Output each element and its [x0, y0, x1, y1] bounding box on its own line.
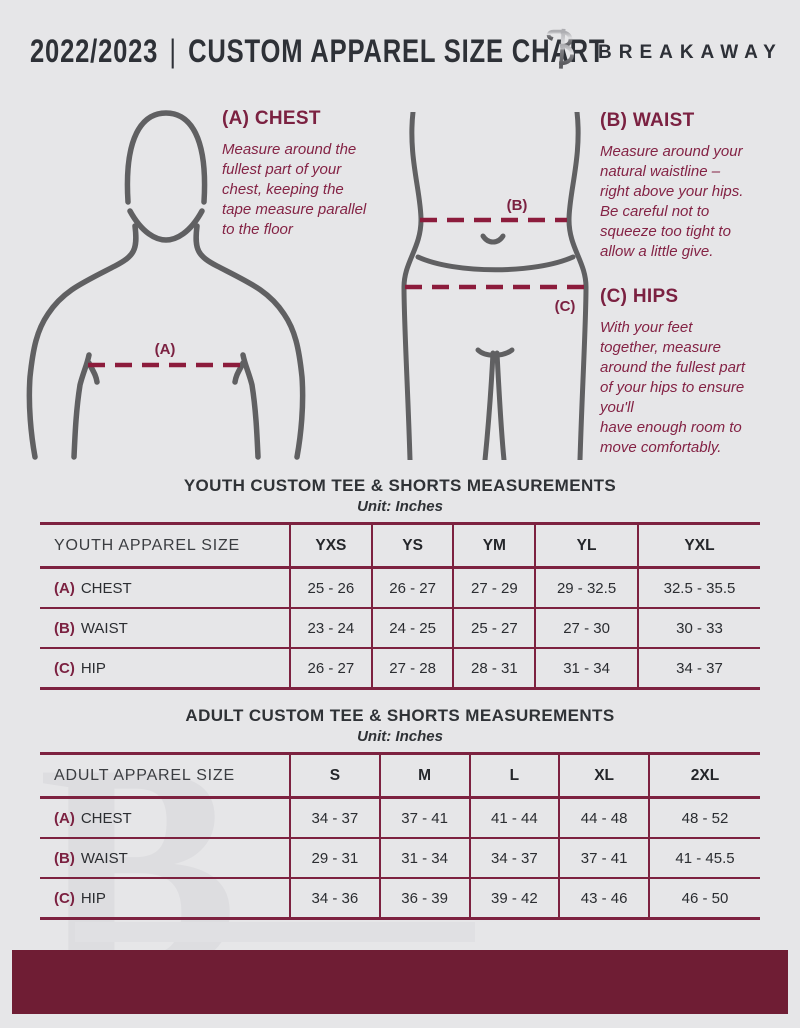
- breakaway-b-logo-icon: [541, 28, 576, 69]
- table-cell: 37 - 41: [378, 797, 470, 838]
- table-cell: 31 - 34: [534, 648, 638, 689]
- table-cell: 46 - 50: [648, 878, 760, 919]
- table-cell: 39 - 42: [468, 878, 560, 919]
- waist-marker-label: (B): [507, 197, 528, 214]
- waist-section-body: Measure around your natural waistline – …: [600, 143, 744, 260]
- size-header-yl: YL: [534, 523, 638, 568]
- table-cell: 48 - 52: [648, 797, 760, 838]
- size-header-2xl: 2XL: [648, 753, 760, 798]
- adult-table-unit: Unit: Inches: [357, 728, 443, 745]
- size-header-s: S: [289, 753, 380, 798]
- chart-title: CUSTOM APPAREL SIZE CHART: [188, 33, 606, 69]
- youth-size-table: YOUTH APPAREL SIZE YXS YS YM YL YXL (A) C…: [40, 522, 760, 690]
- row-label-hip: (C) HIP: [54, 659, 106, 677]
- row-label-waist: (B) WAIST: [54, 849, 128, 867]
- table-cell: 25 - 26: [289, 567, 372, 608]
- table-cell: 41 - 44: [468, 797, 560, 838]
- table-cell: 26 - 27: [370, 567, 454, 608]
- hips-section-body: With your feet together, measure around …: [600, 319, 746, 456]
- watermark-base-swoosh: [75, 922, 475, 942]
- adult-size-column-header: ADULT APPAREL SIZE: [54, 766, 235, 784]
- page-title: 2022/2023 | CUSTOM APPAREL SIZE CHART: [30, 33, 605, 70]
- adult-chest-row: (A) CHEST 34 - 37 37 - 41 41 - 44 44 - 48…: [40, 797, 760, 838]
- table-cell: 37 - 41: [558, 838, 649, 878]
- season-label: 2022/2023: [30, 33, 159, 69]
- size-header-l: L: [468, 753, 560, 798]
- table-cell: 30 - 33: [636, 608, 760, 648]
- youth-table-unit: Unit: Inches: [357, 498, 443, 515]
- footer-bar: [12, 950, 788, 1014]
- table-cell: 34 - 37: [468, 838, 560, 878]
- chest-section-heading: (A) CHEST: [222, 108, 321, 129]
- adult-hip-row: (C) HIP 34 - 36 36 - 39 39 - 42 43 - 46 4…: [40, 878, 760, 919]
- size-header-ys: YS: [370, 523, 454, 568]
- youth-chest-row: (A) CHEST 25 - 26 26 - 27 27 - 29 29 - 32…: [40, 567, 760, 608]
- adult-header-row: ADULT APPAREL SIZE S M L XL 2XL: [40, 753, 760, 798]
- brand-lockup: BREAKAWAY: [536, 24, 783, 76]
- adult-table-title: ADULT CUSTOM TEE & SHORTS MEASUREMENTS: [185, 706, 615, 725]
- waist-section-heading: (B) WAIST: [600, 110, 695, 131]
- row-label-hip: (C) HIP: [54, 889, 106, 907]
- size-header-ym: YM: [452, 523, 536, 568]
- table-cell: 29 - 32.5: [534, 567, 638, 608]
- table-cell: 26 - 27: [289, 648, 372, 689]
- youth-header-row: YOUTH APPAREL SIZE YXS YS YM YL YXL: [40, 523, 760, 568]
- table-cell: 34 - 37: [289, 797, 380, 838]
- size-header-yxl: YXL: [636, 523, 760, 568]
- size-header-m: M: [378, 753, 470, 798]
- hips-section-heading: (C) HIPS: [600, 286, 679, 307]
- table-cell: 24 - 25: [370, 608, 454, 648]
- title-divider: |: [169, 33, 177, 69]
- table-cell: 28 - 31: [452, 648, 536, 689]
- table-cell: 32.5 - 35.5: [636, 567, 760, 608]
- hip-marker-label: (C): [555, 298, 576, 315]
- size-header-yxs: YXS: [289, 523, 372, 568]
- table-cell: 27 - 28: [370, 648, 454, 689]
- size-header-xl: XL: [558, 753, 649, 798]
- row-label-chest: (A) CHEST: [54, 579, 132, 597]
- adult-size-table: ADULT APPAREL SIZE S M L XL 2XL (A) CHEST…: [40, 752, 760, 920]
- youth-hip-row: (C) HIP 26 - 27 27 - 28 28 - 31 31 - 34 3…: [40, 648, 760, 689]
- youth-table-title: YOUTH CUSTOM TEE & SHORTS MEASUREMENTS: [183, 476, 617, 495]
- table-cell: 23 - 24: [289, 608, 372, 648]
- table-cell: 29 - 31: [289, 838, 380, 878]
- youth-waist-row: (B) WAIST 23 - 24 24 - 25 25 - 27 27 - 30…: [40, 608, 760, 648]
- table-cell: 27 - 29: [452, 567, 536, 608]
- table-cell: 34 - 36: [289, 878, 380, 919]
- lower-body-figure: (B) (C): [401, 112, 589, 460]
- adult-waist-row: (B) WAIST 29 - 31 31 - 34 34 - 37 37 - 41…: [40, 838, 760, 878]
- table-cell: 44 - 48: [558, 797, 649, 838]
- chest-marker-label: (A): [155, 341, 176, 358]
- table-cell: 36 - 39: [378, 878, 470, 919]
- table-cell: 27 - 30: [534, 608, 638, 648]
- table-cell: 34 - 37: [636, 648, 760, 689]
- table-cell: 43 - 46: [558, 878, 649, 919]
- table-cell: 41 - 45.5: [648, 838, 760, 878]
- row-label-chest: (A) CHEST: [54, 809, 132, 827]
- youth-size-column-header: YOUTH APPAREL SIZE: [54, 536, 241, 554]
- row-label-waist: (B) WAIST: [54, 619, 128, 637]
- brand-name: BREAKAWAY: [598, 42, 783, 63]
- chest-section-body: Measure around the fullest part of your …: [222, 141, 367, 238]
- table-cell: 31 - 34: [378, 838, 470, 878]
- table-cell: 25 - 27: [452, 608, 536, 648]
- adult-size-section: ADULT CUSTOM TEE & SHORTS MEASUREMENTS U…: [40, 706, 760, 920]
- torso-figure: (A): [26, 110, 306, 460]
- youth-size-section: YOUTH CUSTOM TEE & SHORTS MEASUREMENTS U…: [40, 476, 760, 690]
